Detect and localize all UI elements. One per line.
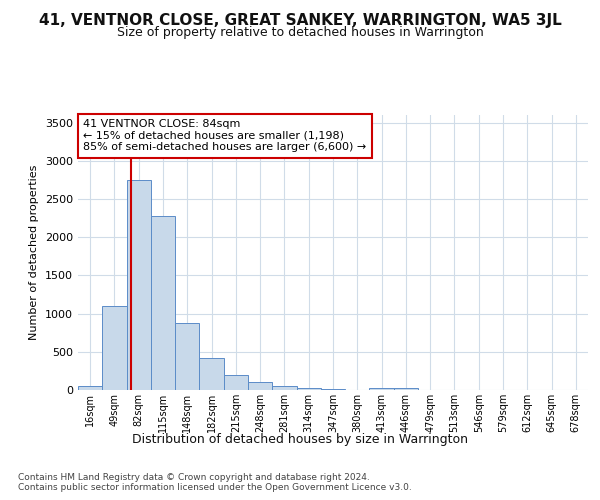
Bar	[175, 323, 199, 390]
Bar	[127, 180, 151, 390]
Text: 41, VENTNOR CLOSE, GREAT SANKEY, WARRINGTON, WA5 3JL: 41, VENTNOR CLOSE, GREAT SANKEY, WARRING…	[38, 12, 562, 28]
Bar	[102, 306, 127, 390]
Bar	[248, 382, 272, 390]
Bar	[272, 386, 296, 390]
Bar	[296, 388, 321, 390]
Text: Contains HM Land Registry data © Crown copyright and database right 2024.
Contai: Contains HM Land Registry data © Crown c…	[18, 472, 412, 492]
Text: Size of property relative to detached houses in Warrington: Size of property relative to detached ho…	[116, 26, 484, 39]
Text: Distribution of detached houses by size in Warrington: Distribution of detached houses by size …	[132, 432, 468, 446]
Y-axis label: Number of detached properties: Number of detached properties	[29, 165, 40, 340]
Text: 41 VENTNOR CLOSE: 84sqm
← 15% of detached houses are smaller (1,198)
85% of semi: 41 VENTNOR CLOSE: 84sqm ← 15% of detache…	[83, 119, 367, 152]
Bar	[199, 358, 224, 390]
Bar	[321, 389, 345, 390]
Bar	[78, 386, 102, 390]
Bar	[151, 216, 175, 390]
Bar	[394, 388, 418, 390]
Bar	[370, 388, 394, 390]
Bar	[224, 376, 248, 390]
